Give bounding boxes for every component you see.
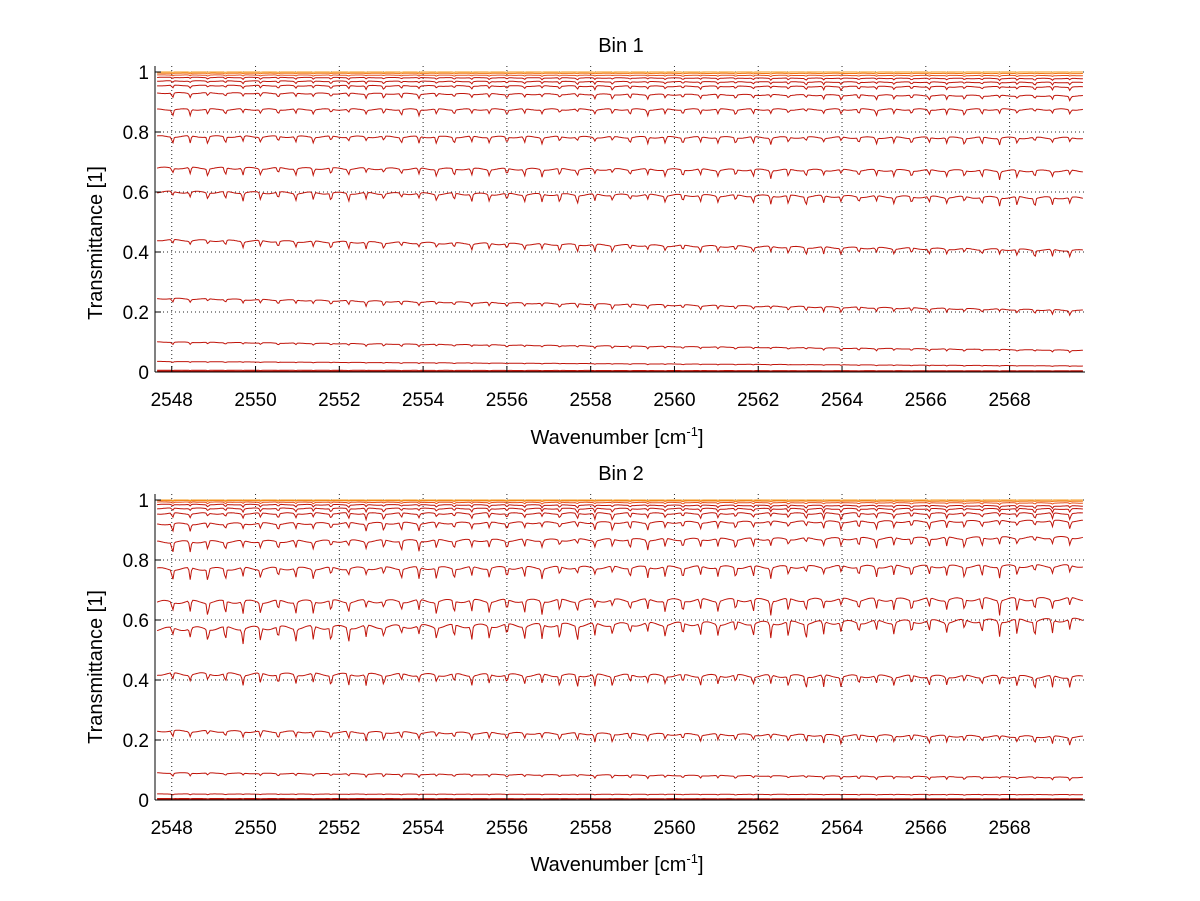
subplot-title: Bin 2 xyxy=(598,463,644,485)
x-tick-label: 2564 xyxy=(821,390,864,411)
x-tick-label: 2566 xyxy=(905,390,947,411)
series-line xyxy=(157,190,1084,207)
y-tick-label: 0.2 xyxy=(123,731,149,752)
series-line xyxy=(157,500,1083,503)
x-tick-label: 2568 xyxy=(988,390,1030,411)
x-axis-label: Wavenumber [cm-1] xyxy=(530,851,703,876)
series-line xyxy=(156,597,1083,616)
x-tick-label: 2554 xyxy=(402,390,445,411)
series-line xyxy=(157,793,1083,796)
x-tick-label: 2566 xyxy=(905,818,947,839)
series-group xyxy=(156,71,1084,373)
subplot-title: Bin 1 xyxy=(598,35,644,57)
x-tick-label: 2550 xyxy=(234,818,276,839)
x-tick-label: 2558 xyxy=(570,390,612,411)
y-tick-label: 0 xyxy=(138,363,149,384)
x-tick-label: 2552 xyxy=(318,818,360,839)
series-line xyxy=(157,92,1083,102)
series-line xyxy=(157,76,1083,82)
y-ticks: 0 0.2 0.4 0.6 0.8 1 xyxy=(123,491,161,812)
x-tick-label: 2560 xyxy=(653,390,695,411)
y-tick-label: 0.6 xyxy=(123,183,149,204)
y-tick-label: 0.6 xyxy=(123,611,149,632)
series-line xyxy=(157,369,1083,372)
series-line xyxy=(157,135,1083,146)
series-line xyxy=(156,166,1083,180)
x-tick-label: 2548 xyxy=(151,818,193,839)
series-line xyxy=(157,72,1083,75)
series-line xyxy=(157,797,1083,800)
series-group xyxy=(156,499,1084,801)
series-line xyxy=(157,672,1083,689)
x-tick-label: 2558 xyxy=(570,818,612,839)
series-line xyxy=(156,617,1084,645)
x-tick-label: 2562 xyxy=(737,818,779,839)
series-line xyxy=(157,80,1083,86)
series-line xyxy=(157,501,1083,506)
series-line xyxy=(157,507,1083,514)
series-line xyxy=(157,297,1083,317)
y-tick-label: 1 xyxy=(138,63,149,84)
y-tick-label: 0.8 xyxy=(123,551,149,572)
x-ticks: 2548 2550 2552 2554 2556 2558 2560 2562 2564 2566… xyxy=(151,794,1031,839)
series-line xyxy=(157,729,1083,746)
y-tick-label: 0.8 xyxy=(123,123,149,144)
axes xyxy=(154,66,1085,373)
x-tick-label: 2556 xyxy=(486,390,528,411)
x-tick-label: 2550 xyxy=(234,390,276,411)
x-tick-label: 2548 xyxy=(151,390,193,411)
series-line xyxy=(157,512,1083,522)
series-line xyxy=(157,360,1083,368)
x-tick-label: 2568 xyxy=(988,818,1030,839)
y-ticks: 0 0.2 0.4 0.6 0.8 1 xyxy=(123,63,161,384)
y-tick-label: 1 xyxy=(138,491,149,512)
x-tick-label: 2554 xyxy=(402,818,445,839)
x-ticks: 2548 2550 2552 2554 2556 2558 2560 2562 2564 2566… xyxy=(151,366,1031,411)
series-line xyxy=(157,74,1083,78)
x-tick-label: 2560 xyxy=(653,818,695,839)
x-tick-label: 2562 xyxy=(737,390,779,411)
series-line xyxy=(157,536,1084,553)
y-axis-label: Transmittance [1] xyxy=(85,166,107,320)
series-line xyxy=(157,238,1083,259)
series-line xyxy=(156,564,1083,580)
bin-1-subplot: Bin 1 2548 2550 2552 2554 2556 2558 2560 2562 25… xyxy=(85,35,1085,449)
y-tick-label: 0.4 xyxy=(123,671,150,692)
y-tick-label: 0.2 xyxy=(123,303,149,324)
series-line xyxy=(157,370,1083,373)
y-axis-label: Transmittance [1] xyxy=(85,590,107,744)
series-line xyxy=(157,108,1083,118)
series-line xyxy=(157,503,1083,510)
x-tick-label: 2556 xyxy=(486,818,528,839)
bin-2-subplot: Bin 2 2548 2550 2552 2554 2556 2558 2560 2562 25… xyxy=(85,463,1085,876)
x-axis-label: Wavenumber [cm-1] xyxy=(530,424,703,449)
axes xyxy=(154,494,1085,801)
series-line xyxy=(157,772,1083,782)
series-line xyxy=(157,341,1083,354)
x-tick-label: 2552 xyxy=(318,390,360,411)
series-line xyxy=(157,84,1083,92)
series-line xyxy=(157,519,1083,533)
x-tick-label: 2564 xyxy=(821,818,864,839)
y-tick-label: 0 xyxy=(138,791,149,812)
y-tick-label: 0.4 xyxy=(123,243,150,264)
